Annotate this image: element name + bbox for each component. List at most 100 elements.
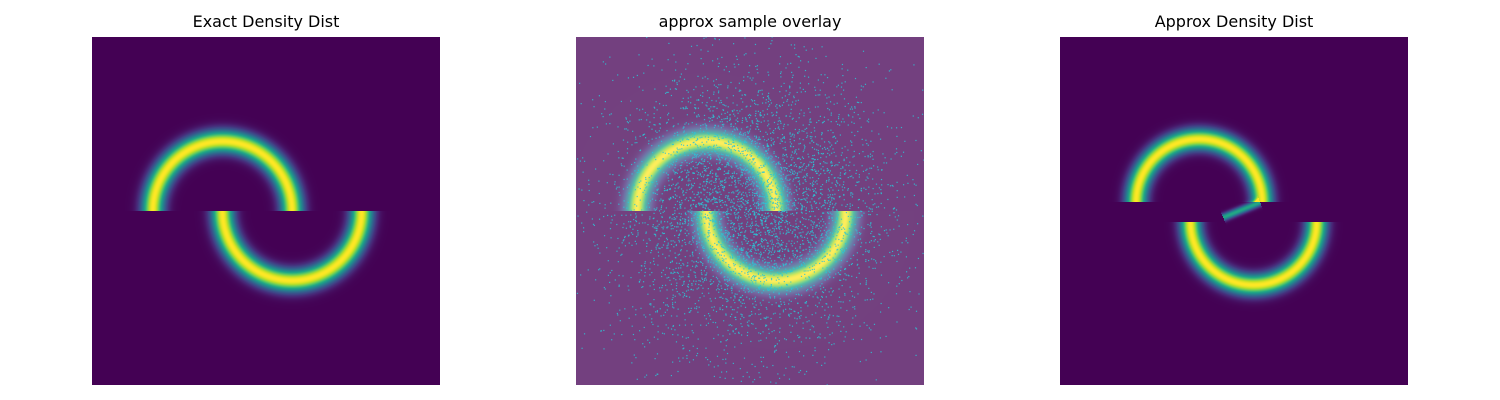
sample-point	[745, 182, 747, 184]
sample-point	[771, 269, 773, 272]
sample-point	[634, 189, 636, 191]
sample-point	[781, 140, 784, 142]
sample-point	[787, 231, 789, 233]
sample-point	[711, 258, 713, 261]
sample-point	[782, 241, 784, 244]
sample-point	[697, 214, 699, 216]
sample-point	[833, 343, 835, 345]
sample-point	[767, 289, 769, 291]
sample-point	[798, 180, 800, 182]
sample-point	[779, 331, 781, 333]
sample-point	[781, 219, 783, 222]
sample-point	[766, 242, 768, 244]
sample-point	[713, 139, 715, 141]
sample-point	[788, 93, 790, 96]
sample-point	[691, 224, 693, 227]
sample-point	[751, 100, 754, 102]
sample-point	[859, 325, 861, 327]
sample-point	[850, 194, 852, 196]
sample-point	[731, 156, 733, 158]
sample-point	[647, 293, 649, 295]
sample-point	[790, 243, 792, 245]
sample-point	[717, 185, 719, 188]
sample-point	[744, 117, 747, 119]
sample-point	[920, 150, 922, 152]
sample-point	[868, 213, 870, 216]
sample-point	[704, 216, 706, 218]
sample-point	[673, 271, 675, 273]
sample-point	[786, 211, 788, 213]
sample-point	[715, 172, 717, 174]
sample-point	[729, 333, 731, 335]
sample-point	[801, 130, 803, 132]
sample-point	[733, 113, 735, 115]
sample-point	[727, 300, 729, 302]
sample-point	[679, 148, 681, 150]
sample-point	[747, 132, 749, 134]
sample-point	[765, 337, 768, 339]
sample-point	[749, 179, 751, 181]
sample-point	[667, 177, 669, 179]
sample-point	[719, 254, 721, 256]
sample-point	[730, 297, 732, 299]
sample-point	[839, 279, 841, 281]
sample-point	[694, 235, 696, 237]
sample-point	[682, 179, 684, 181]
sample-point	[772, 227, 774, 229]
sample-point	[754, 233, 757, 235]
sample-point	[790, 44, 792, 46]
sample-point	[768, 163, 770, 165]
sample-point	[754, 115, 757, 117]
sample-point	[681, 148, 683, 150]
sample-point	[851, 175, 853, 177]
sample-point	[740, 216, 742, 219]
sample-point	[670, 94, 673, 97]
sample-point	[798, 143, 800, 145]
sample-point	[673, 135, 675, 137]
sample-point	[835, 164, 837, 166]
sample-point	[744, 200, 747, 202]
sample-point	[804, 225, 806, 228]
sample-point	[712, 147, 715, 150]
sample-point	[714, 201, 716, 203]
sample-point	[728, 245, 730, 247]
sample-point	[763, 114, 766, 116]
sample-point	[802, 139, 804, 141]
sample-point	[724, 283, 726, 285]
sample-point	[790, 156, 792, 158]
sample-point	[754, 175, 756, 177]
sample-point	[701, 102, 703, 104]
sample-point	[742, 375, 744, 378]
sample-point	[776, 107, 778, 109]
sample-point	[759, 130, 761, 132]
sample-point	[747, 172, 749, 174]
sample-point	[896, 181, 898, 183]
sample-point	[618, 174, 620, 176]
sample-point	[793, 310, 795, 312]
sample-point	[755, 137, 757, 139]
sample-point	[887, 198, 889, 201]
sample-point	[674, 190, 676, 192]
sample-point	[719, 191, 721, 193]
sample-point	[660, 220, 662, 222]
sample-point	[824, 309, 826, 311]
sample-point	[738, 225, 740, 227]
sample-point	[722, 103, 724, 106]
sample-point	[689, 53, 691, 56]
sample-point	[809, 232, 811, 235]
sample-point	[655, 199, 657, 201]
sample-point	[872, 267, 874, 270]
sample-point	[698, 237, 701, 239]
sample-point	[700, 57, 702, 60]
sample-point	[845, 279, 847, 281]
sample-point	[698, 300, 700, 302]
sample-point	[746, 296, 748, 298]
sample-point	[873, 246, 875, 248]
sample-point	[752, 262, 754, 265]
sample-point	[710, 248, 712, 250]
sample-point	[716, 134, 718, 136]
sample-point	[712, 203, 714, 205]
sample-point	[842, 89, 845, 91]
sample-point	[740, 249, 742, 251]
sample-point	[803, 218, 805, 220]
